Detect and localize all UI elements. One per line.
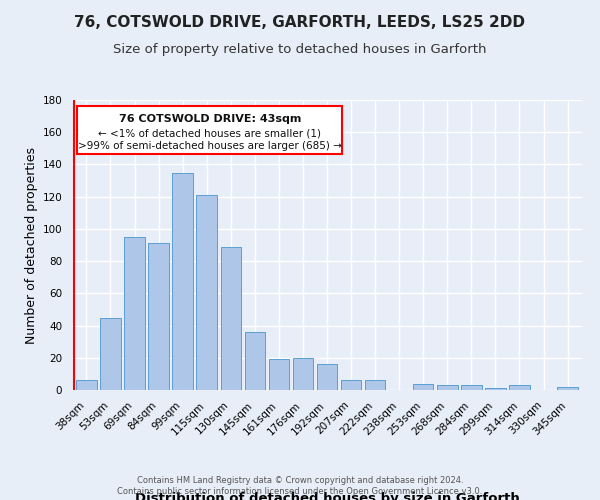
Text: ← <1% of detached houses are smaller (1): ← <1% of detached houses are smaller (1): [98, 128, 321, 138]
Bar: [437, 385, 458, 390]
FancyBboxPatch shape: [77, 106, 342, 154]
X-axis label: Distribution of detached houses by size in Garforth: Distribution of detached houses by size …: [134, 492, 520, 500]
Text: Size of property relative to detached houses in Garforth: Size of property relative to detached ho…: [113, 42, 487, 56]
Bar: [413, 384, 433, 390]
Text: 76, COTSWOLD DRIVE, GARFORTH, LEEDS, LS25 2DD: 76, COTSWOLD DRIVE, GARFORTH, LEEDS, LS2…: [74, 15, 526, 30]
Bar: [172, 172, 193, 390]
Bar: [124, 237, 145, 390]
Text: >99% of semi-detached houses are larger (685) →: >99% of semi-detached houses are larger …: [78, 142, 341, 152]
Bar: [269, 360, 289, 390]
Bar: [148, 244, 169, 390]
Bar: [100, 318, 121, 390]
Bar: [245, 332, 265, 390]
Text: 76 COTSWOLD DRIVE: 43sqm: 76 COTSWOLD DRIVE: 43sqm: [119, 114, 301, 124]
Text: Contains public sector information licensed under the Open Government Licence v3: Contains public sector information licen…: [118, 487, 482, 496]
Text: Contains HM Land Registry data © Crown copyright and database right 2024.: Contains HM Land Registry data © Crown c…: [137, 476, 463, 485]
Bar: [461, 385, 482, 390]
Bar: [509, 385, 530, 390]
Bar: [341, 380, 361, 390]
Bar: [76, 380, 97, 390]
Y-axis label: Number of detached properties: Number of detached properties: [25, 146, 38, 344]
Bar: [557, 387, 578, 390]
Bar: [317, 364, 337, 390]
Bar: [485, 388, 506, 390]
Bar: [293, 358, 313, 390]
Bar: [365, 380, 385, 390]
Bar: [221, 246, 241, 390]
Bar: [196, 195, 217, 390]
